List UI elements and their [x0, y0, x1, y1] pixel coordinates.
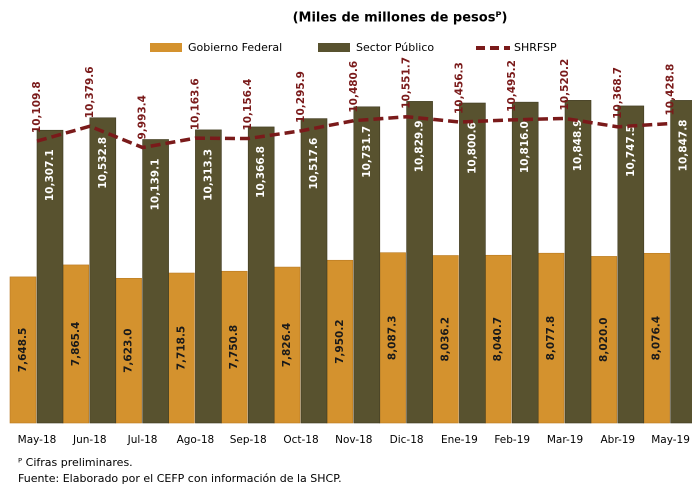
- x-tick-label: May-18: [18, 434, 57, 446]
- bar-value-label: 10,307.1: [44, 149, 56, 201]
- bar-value-label: 8,020.0: [598, 317, 610, 362]
- bar: [300, 118, 328, 424]
- legend-swatch: [318, 43, 350, 52]
- line-value-label: 10,495.2: [506, 60, 518, 112]
- x-tick-label: Ene-19: [441, 434, 478, 446]
- legend-label: SHRFSP: [514, 41, 557, 54]
- chart-title: (Miles de millones de pesosᴾ): [293, 11, 508, 26]
- bar: [142, 139, 169, 424]
- bar-value-label: 7,623.0: [123, 328, 135, 373]
- bar: [195, 129, 222, 424]
- bar-value-label: 10,731.7: [361, 126, 373, 178]
- x-tick-label: Ago-18: [177, 434, 215, 446]
- bar: [617, 105, 645, 424]
- bar: [353, 106, 381, 424]
- x-tick-label: Dic-18: [390, 434, 424, 446]
- bar: [247, 126, 275, 424]
- bar-value-label: 10,847.8: [678, 119, 690, 171]
- bar: [273, 266, 301, 424]
- bar: [9, 276, 37, 424]
- bar: [670, 100, 692, 424]
- line-value-label: 9,993.4: [137, 95, 149, 140]
- line-value-label: 10,163.6: [189, 78, 201, 130]
- x-tick-label: May-19: [651, 434, 690, 446]
- bar: [168, 272, 195, 424]
- bar-value-label: 10,848.9: [572, 119, 584, 171]
- legend-swatch: [150, 43, 182, 52]
- bar-value-label: 7,718.5: [175, 326, 187, 371]
- bar: [484, 254, 512, 424]
- bar: [36, 129, 64, 424]
- x-tick-label: Oct-18: [283, 434, 318, 446]
- x-tick-label: Jun-18: [72, 434, 107, 446]
- footnote: ᴾ Cifras preliminares.: [18, 456, 133, 469]
- x-tick-label: Abr-19: [600, 434, 635, 446]
- bar: [511, 101, 539, 424]
- bar: [326, 259, 354, 424]
- line: [36, 114, 671, 150]
- x-tick-label: Nov-18: [335, 434, 372, 446]
- x-tick-label: Sep-18: [230, 434, 267, 446]
- bar-value-label: 8,087.3: [387, 316, 399, 361]
- bar-value-label: 7,648.5: [17, 328, 29, 373]
- bar: [537, 252, 565, 424]
- bar-value-label: 10,747.5: [625, 125, 637, 177]
- bar-value-label: 10,517.6: [308, 138, 320, 190]
- line-value-label: 10,295.9: [295, 71, 307, 123]
- line-value-label: 10,551.7: [401, 57, 413, 109]
- line-value-label: 10,456.3: [453, 62, 465, 114]
- line-value-label: 10,368.7: [612, 67, 624, 119]
- bar-value-label: 10,139.1: [150, 159, 162, 211]
- bar-value-label: 10,366.8: [255, 146, 267, 198]
- bar-value-label: 10,532.8: [97, 137, 109, 189]
- legend-label: Sector Público: [356, 41, 434, 54]
- x-tick-label: Feb-19: [494, 434, 530, 446]
- bar-value-label: 7,826.4: [281, 323, 293, 368]
- source-note: Fuente: Elaborado por el CEFP con inform…: [18, 472, 342, 485]
- bar-value-label: 10,313.3: [202, 149, 214, 201]
- x-tick-label: Jul-18: [127, 434, 158, 446]
- bar-value-label: 8,076.4: [651, 316, 663, 361]
- line-value-label: 10,428.8: [665, 64, 677, 116]
- bar-value-label: 7,865.4: [70, 322, 82, 367]
- line-value-label: 10,379.6: [84, 66, 96, 118]
- line-value-label: 10,156.4: [242, 79, 254, 131]
- legend-label: Gobierno Federal: [188, 41, 282, 54]
- bar: [89, 117, 117, 424]
- bar-value-label: 8,077.8: [545, 316, 557, 361]
- bar-value-label: 10,829.9: [414, 120, 426, 172]
- bar-value-label: 8,036.2: [439, 317, 451, 362]
- bar-value-label: 8,040.7: [492, 317, 504, 362]
- bar: [379, 252, 406, 424]
- bar: [590, 256, 618, 424]
- line-value-label: 10,480.6: [348, 61, 360, 113]
- bar: [115, 277, 142, 424]
- bar: [62, 264, 90, 424]
- bar: [406, 101, 433, 424]
- bar: [459, 102, 486, 424]
- x-tick-label: Mar-19: [547, 434, 583, 446]
- bar-value-label: 10,816.0: [519, 121, 531, 173]
- bar-value-label: 10,800.6: [466, 122, 478, 174]
- line-value-label: 10,109.8: [31, 81, 43, 133]
- line-value-label: 10,520.2: [559, 59, 571, 111]
- bar: [564, 100, 592, 424]
- bar: [220, 270, 248, 424]
- bar-value-label: 7,950.2: [334, 319, 346, 364]
- bar-value-label: 7,750.8: [228, 325, 240, 370]
